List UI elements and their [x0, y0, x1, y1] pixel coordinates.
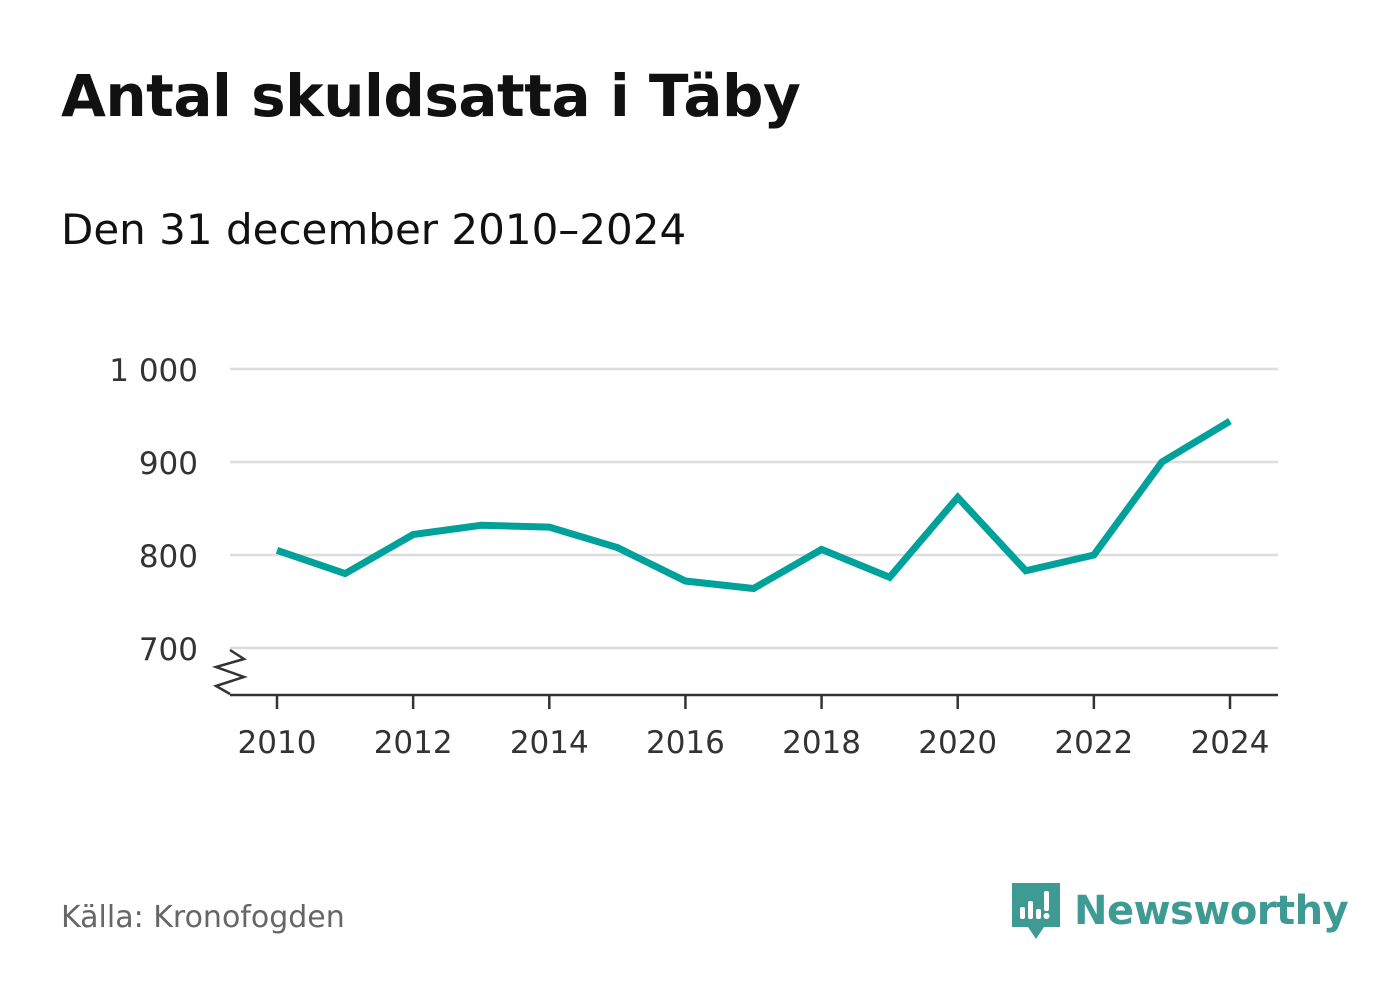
axis-break-icon — [211, 648, 248, 696]
series-line — [275, 418, 1232, 593]
y-tick-label: 800 — [139, 539, 198, 575]
y-tick-label: 900 — [139, 446, 198, 482]
y-tick-label: 700 — [139, 632, 198, 668]
brand-name: Newsworthy — [1074, 888, 1349, 934]
x-tick-label: 2022 — [1054, 725, 1133, 761]
x-tick-label: 2016 — [646, 725, 725, 761]
chart-title: Antal skuldsatta i Täby — [61, 62, 801, 130]
newsworthy-logo-icon — [1012, 883, 1060, 939]
x-tick-label: 2018 — [782, 725, 861, 761]
x-tick-label: 2024 — [1191, 725, 1270, 761]
chart-subtitle: Den 31 december 2010–2024 — [61, 205, 687, 254]
x-tick-label: 2012 — [374, 725, 453, 761]
x-tick-label: 2010 — [238, 725, 317, 761]
x-tick-label: 2020 — [918, 725, 997, 761]
source-note: Källa: Kronofogden — [61, 900, 345, 935]
y-tick-label: 1 000 — [109, 353, 198, 389]
brand-logo: Newsworthy — [1010, 880, 1349, 942]
x-tick-label: 2014 — [510, 725, 589, 761]
